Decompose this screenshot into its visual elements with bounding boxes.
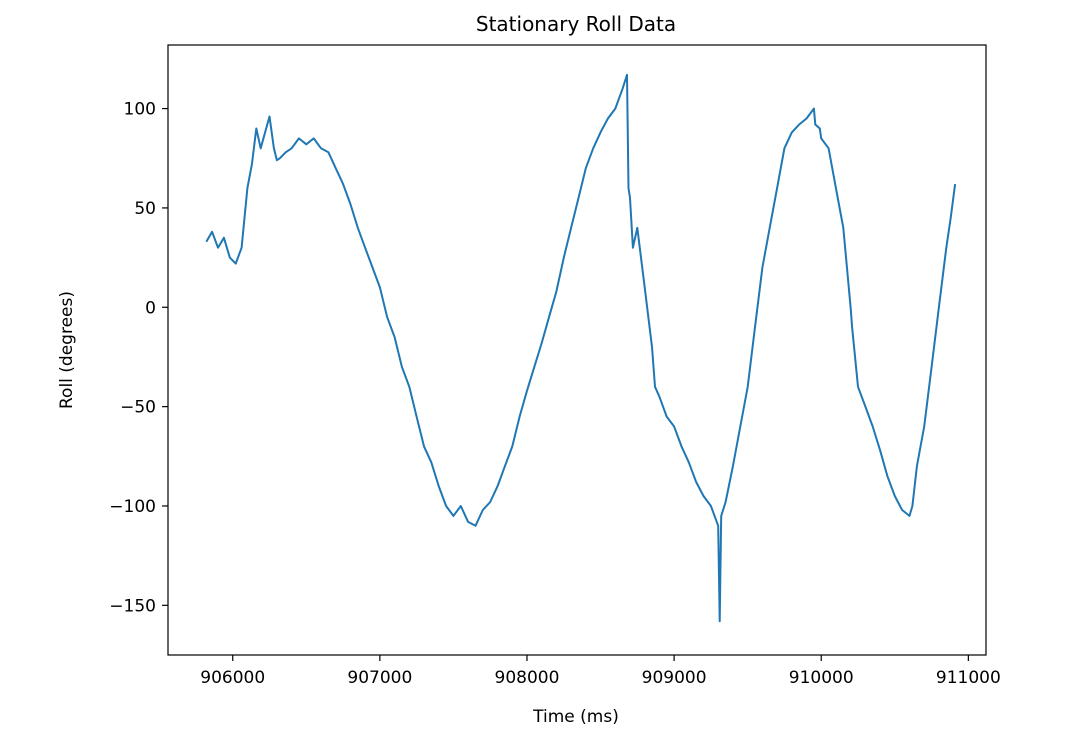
- y-tick-label: −50: [120, 398, 156, 418]
- chart-title: Stationary Roll Data: [476, 12, 676, 36]
- x-axis: 906000 907000 908000 909000 910000 911000: [200, 655, 1001, 688]
- x-tick-label: 910000: [789, 668, 854, 688]
- y-tick-label: 0: [145, 298, 156, 318]
- plot-frame: [167, 44, 987, 656]
- x-tick-label: 907000: [347, 668, 412, 688]
- y-axis: 100 50 0 −50 −100 −150: [109, 100, 168, 616]
- x-axis-label: Time (ms): [532, 707, 619, 727]
- plot-area: [167, 44, 987, 656]
- y-axis-label: Roll (degrees): [57, 291, 77, 409]
- series-line-0: [205, 73, 957, 623]
- y-tick-label: 100: [124, 100, 156, 120]
- x-tick-label: 911000: [936, 668, 1001, 688]
- x-tick-label: 908000: [495, 668, 560, 688]
- y-tick-label: −150: [109, 596, 156, 616]
- y-tick-label: 50: [134, 199, 156, 219]
- series-layer: [205, 73, 957, 623]
- x-tick-label: 906000: [200, 668, 265, 688]
- y-tick-label: −100: [109, 497, 156, 517]
- x-tick-label: 909000: [642, 668, 707, 688]
